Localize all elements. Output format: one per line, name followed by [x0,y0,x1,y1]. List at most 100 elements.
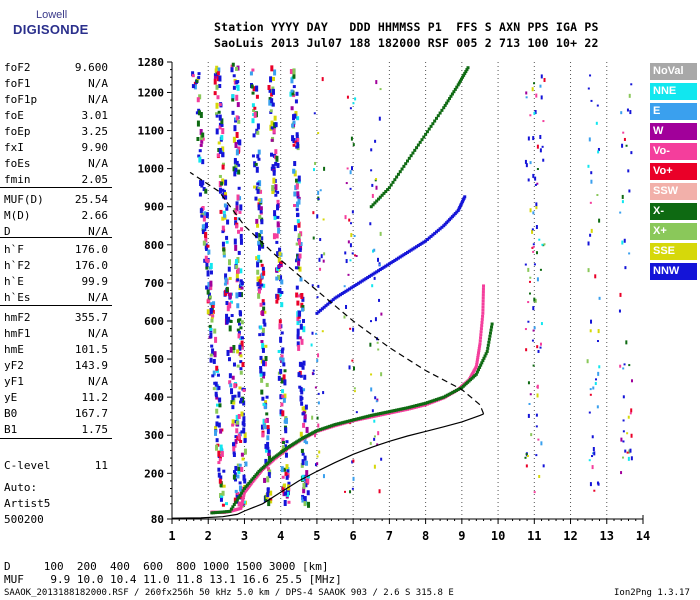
echo-dot [621,240,624,245]
echo-dot [277,227,281,234]
trace-extraordinary-trace-point [488,334,492,338]
trace-multiple-hop-point [420,241,424,245]
echo-dot [201,206,205,211]
trace-extraordinary-trace-point [445,393,449,397]
echo-dot [625,340,628,345]
echo-dot [537,349,540,353]
echo-dot [297,233,301,237]
trace-ordinary-trace-point [424,403,428,407]
echo-dot [295,208,299,212]
echo-dot [261,347,265,353]
param-name: h`F [4,243,24,256]
trace-extraordinary-trace-point [244,485,248,489]
trace-multiple-hop-point [425,237,429,241]
echo-dot [239,397,243,401]
echo-dot [262,302,266,306]
echo-dot [626,432,629,435]
echo-dot [237,391,241,398]
echo-dot [297,314,301,319]
trace-ordinary-trace-point [373,414,377,418]
trace-ordinary-trace-point [369,415,373,419]
echo-dot [279,368,283,374]
echo-dot [350,222,353,225]
y-tick-label: 800 [144,239,164,252]
echo-dot [529,393,532,396]
echo-dot [539,342,542,346]
trace-ordinary-trace-point [476,356,480,360]
trace-multiple-hop-2-point [375,199,379,203]
echo-dot [532,245,535,248]
trace-multiple-hop-2-point [457,81,461,85]
echo-dot [349,170,352,175]
trace-extraordinary-trace-point [342,420,346,424]
echo-dot [218,458,222,462]
trace-extraordinary-trace-point [485,349,489,353]
echo-dot [374,179,377,182]
echo-dot [256,258,260,263]
echo-dot [597,371,600,376]
echo-dot [277,256,281,263]
echo-dot [230,64,234,70]
echo-dot [201,224,205,230]
echo-dot [355,411,358,414]
echo-dot [279,409,283,415]
echo-dot [276,204,280,211]
logo-digisonde: DIGISONDE [13,22,89,37]
echo-dot [196,136,200,141]
trace-extraordinary-trace-point [221,510,225,514]
echo-dot [291,135,295,142]
echo-dot [240,281,244,286]
echo-dot [293,161,297,167]
echo-dot [543,243,546,246]
echo-dot [300,390,304,395]
echo-dot [214,68,218,73]
legend-item-x-: X- [650,203,697,220]
trace-extraordinary-trace-point [402,407,406,411]
echo-dot [320,254,323,259]
echo-dot [593,451,596,456]
echo-dot [542,120,545,123]
echo-dot [351,252,354,255]
echo-dot [295,285,299,290]
param-row-b0: B0 167.7 [4,406,108,422]
trace-extraordinary-trace-point [346,419,350,423]
echo-dot [258,180,262,187]
echo-dot [263,322,267,327]
param-name: B0 [4,407,18,420]
echo-dot [314,433,317,438]
trace-extraordinary-trace-point [438,396,442,400]
trace-multiple-hop-point [353,284,357,288]
legend-item-x-: X+ [650,223,697,240]
trace-multiple-hop-point [335,295,339,299]
echo-dot [533,111,536,115]
echo-dot [209,308,213,315]
echo-dot [217,461,221,465]
echo-dot [297,344,301,351]
echo-dot [267,449,271,456]
param-value: 9.600 [74,61,108,74]
trace-multiple-hop-point [440,225,444,229]
echo-dot [222,469,226,473]
param-name: hmF1 [4,327,31,340]
trace-extraordinary-trace-point [328,424,332,428]
echo-dot [539,346,542,349]
echo-dot [228,276,232,280]
echo-dot [589,233,592,237]
echo-dot [273,115,277,121]
param-value: 167.7 [74,407,108,420]
echo-dot [598,296,601,300]
echo-dot [256,223,260,228]
trace-ordinary-trace-point [409,406,413,410]
echo-dot [238,344,242,351]
trace-multiple-hop-2-point [373,201,377,205]
trace-multiple-hop-2-point [440,108,444,112]
echo-dot [235,224,239,229]
trace-ordinary-trace-point [480,320,484,324]
echo-dot [597,150,600,154]
echo-dot [531,229,534,234]
trace-ordinary-trace-point [481,290,485,294]
param-value: 2.05 [81,173,109,186]
trace-multiple-hop-2-point [438,111,442,115]
echo-dot [231,62,235,67]
echo-dot [351,210,354,214]
